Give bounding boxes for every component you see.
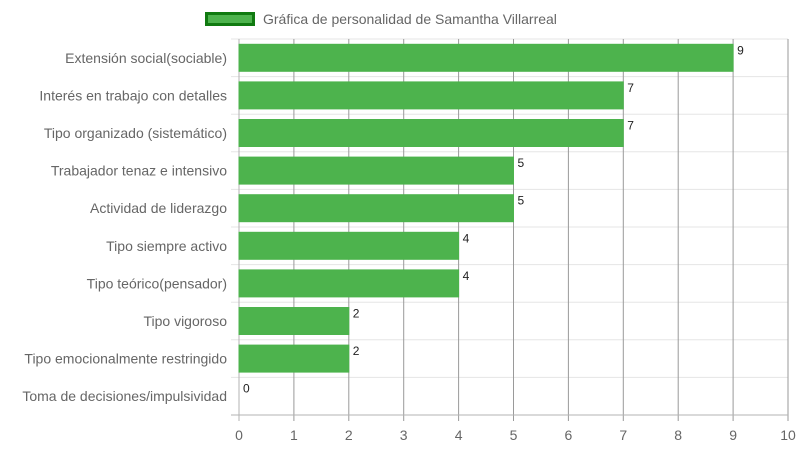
category-label: Trabajador tenaz e intensivo — [51, 163, 227, 179]
x-tick-label: 5 — [510, 427, 518, 443]
category-label: Extensión social(sociable) — [65, 50, 227, 66]
x-tick-label: 2 — [345, 427, 353, 443]
bar — [238, 269, 460, 298]
x-tick-label: 3 — [400, 427, 408, 443]
bar — [238, 43, 734, 72]
data-label: 5 — [518, 194, 525, 208]
category-label: Tipo emocionalmente restringido — [24, 351, 227, 367]
bar — [238, 231, 460, 260]
x-tick-label: 6 — [565, 427, 573, 443]
category-label: Interés en trabajo con detalles — [39, 87, 227, 103]
category-label: Tipo teórico(pensador) — [87, 275, 227, 291]
data-label: 7 — [627, 81, 634, 95]
data-label: 9 — [737, 43, 744, 57]
data-label: 2 — [353, 344, 360, 358]
data-label: 0 — [243, 382, 250, 396]
data-label: 5 — [518, 156, 525, 170]
category-label: Actividad de liderazgo — [90, 200, 227, 216]
bar — [238, 81, 624, 110]
x-tick-label: 10 — [780, 427, 796, 443]
data-label: 4 — [463, 269, 470, 283]
category-label: Tipo organizado (sistemático) — [44, 125, 227, 141]
legend[interactable]: Gráfica de personalidad de Samantha Vill… — [205, 8, 557, 30]
bar — [238, 119, 624, 147]
category-label: Tipo vigoroso — [143, 313, 227, 329]
category-label: Tipo siempre activo — [106, 238, 227, 254]
x-tick-label: 7 — [619, 427, 627, 443]
x-tick-label: 1 — [290, 427, 298, 443]
data-label: 4 — [463, 231, 470, 245]
x-tick-label: 0 — [235, 427, 243, 443]
category-label: Toma de decisiones/impulsividad — [22, 388, 227, 404]
bar — [238, 307, 350, 335]
data-label: 2 — [353, 307, 360, 321]
x-tick-label: 4 — [455, 427, 463, 443]
bar — [238, 194, 514, 223]
data-label: 7 — [627, 119, 634, 133]
legend-label: Gráfica de personalidad de Samantha Vill… — [263, 11, 557, 27]
bar — [238, 156, 514, 185]
bar — [238, 344, 350, 373]
x-tick-label: 9 — [729, 427, 737, 443]
legend-swatch — [205, 12, 255, 26]
x-tick-label: 8 — [674, 427, 682, 443]
